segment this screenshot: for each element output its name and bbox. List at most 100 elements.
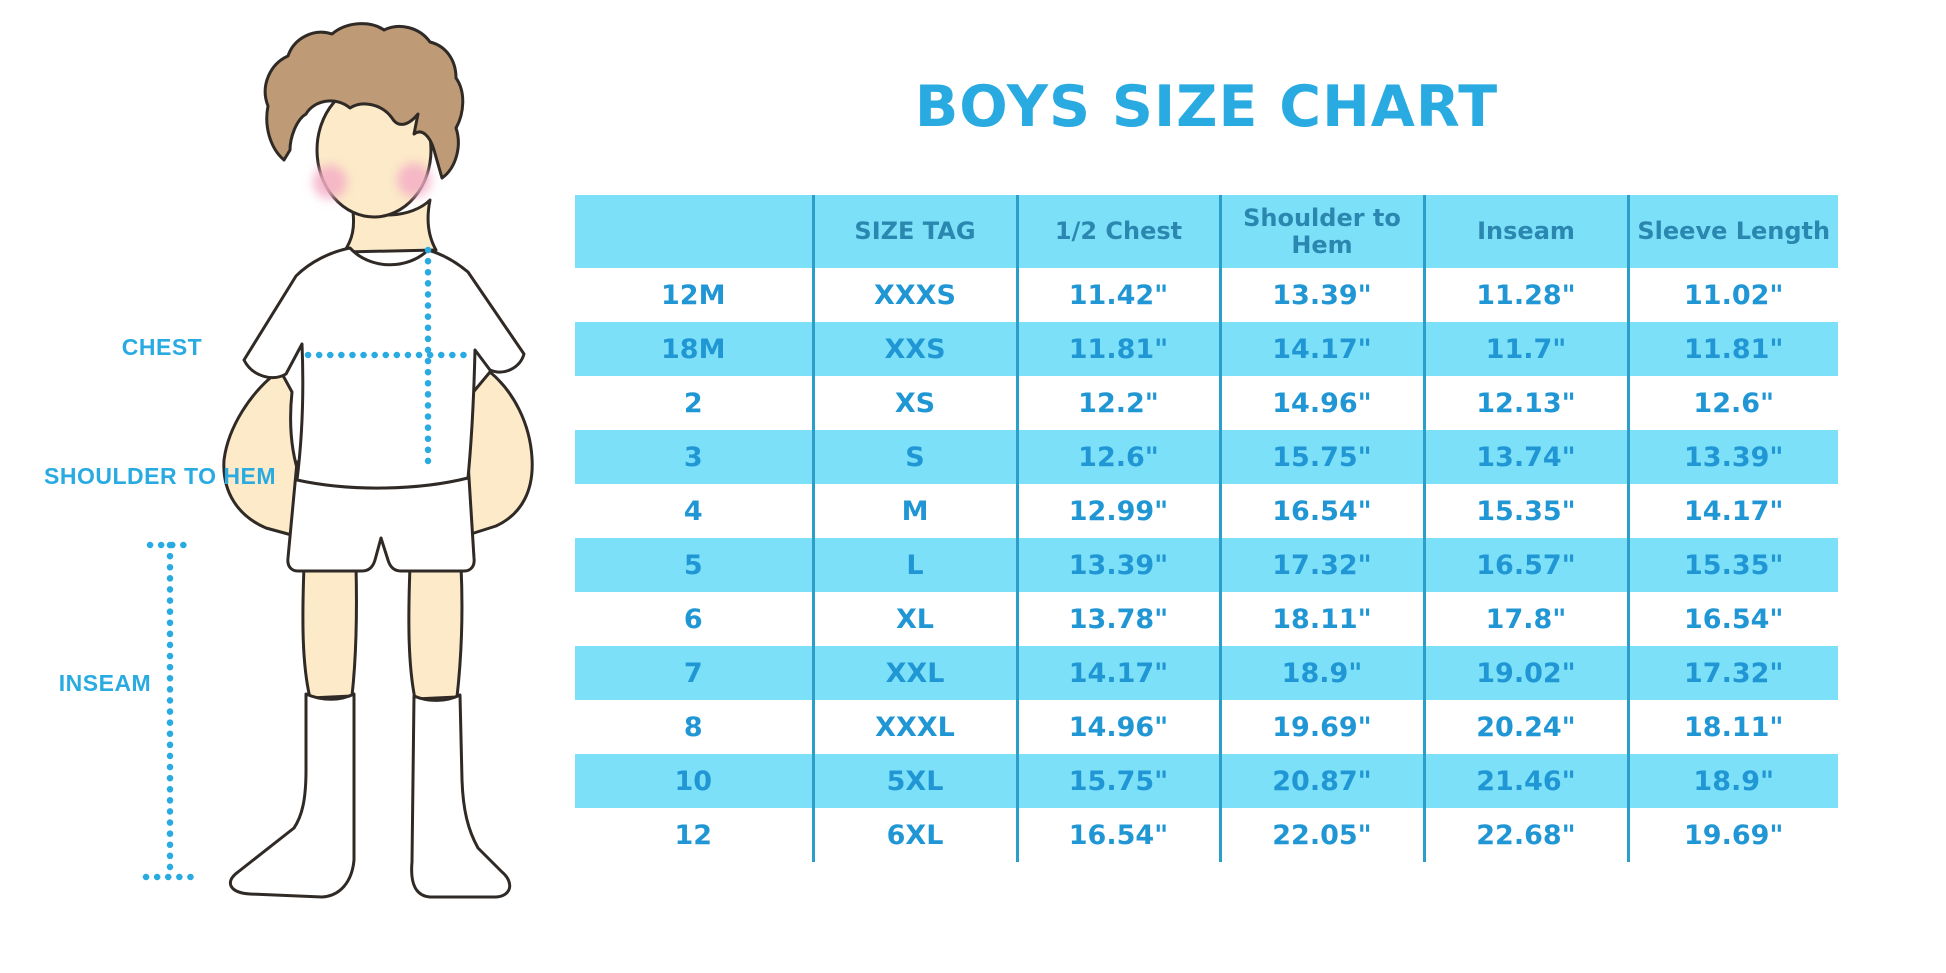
size-label-cell: 10 xyxy=(674,765,713,797)
measurement-cell: 17.32" xyxy=(1218,538,1424,592)
column-header xyxy=(575,195,813,268)
size-label-cell: 4 xyxy=(683,495,703,527)
shoulder-to-hem-label: SHOULDER TO HEM xyxy=(44,463,276,489)
measurement-cell: 11.7" xyxy=(1422,322,1628,376)
right-sock xyxy=(410,693,512,899)
measurement-cell: 20.87" xyxy=(1218,754,1424,808)
measurement-cell: 14.17" xyxy=(1626,484,1838,538)
column-header: SIZE TAG xyxy=(811,195,1017,268)
table-row: 10 5XL 15.75" 20.87" 21.46" 18.9" xyxy=(575,754,1838,808)
measurement-cell: 11.42" xyxy=(1015,268,1220,322)
measurement-cell: 14.17" xyxy=(1218,322,1424,376)
size-label-cell: 2 xyxy=(683,387,703,419)
measurement-cell: 14.96" xyxy=(1218,376,1424,430)
measurement-cell: 12.6" xyxy=(1626,376,1838,430)
measurement-cell: 12.13" xyxy=(1422,376,1628,430)
measurement-cell: XXXS xyxy=(811,268,1017,322)
measurement-cell: 18.9" xyxy=(1626,754,1838,808)
column-header: Inseam xyxy=(1422,195,1628,268)
measurement-cell: 16.54" xyxy=(1218,484,1424,538)
measurement-cell: 11.28" xyxy=(1422,268,1628,322)
t-shirt xyxy=(242,246,526,490)
measurement-cell: 19.69" xyxy=(1626,808,1838,862)
table-row: 12M XXXS 11.42" 13.39" 11.28" 11.02" xyxy=(575,268,1838,322)
column-header: Shoulder to Hem xyxy=(1218,195,1424,268)
measurement-cell: 13.78" xyxy=(1015,592,1220,646)
size-label-cell: 3 xyxy=(683,441,703,473)
size-label-cell: 12M xyxy=(661,279,726,311)
page-title: BOYS SIZE CHART xyxy=(914,74,1499,141)
measurement-cell: 22.05" xyxy=(1218,808,1424,862)
measurement-cell: XXXL xyxy=(811,700,1017,754)
column-header: 1/2 Chest xyxy=(1015,195,1220,268)
measurement-cell: 11.81" xyxy=(1015,322,1220,376)
measurement-cell: 15.35" xyxy=(1626,538,1838,592)
measurement-cell: 22.68" xyxy=(1422,808,1628,862)
size-label-cell: 7 xyxy=(683,657,703,689)
right-leg xyxy=(407,564,464,701)
left-arm xyxy=(222,368,314,542)
measurement-cell: 12.6" xyxy=(1015,430,1220,484)
measurement-cell: 6XL xyxy=(811,808,1017,862)
measurement-cell: 13.39" xyxy=(1626,430,1838,484)
measurement-cell: XL xyxy=(811,592,1017,646)
measurement-cell: 15.35" xyxy=(1422,484,1628,538)
measurement-cell: 16.54" xyxy=(1626,592,1838,646)
measurement-cell: XXS xyxy=(811,322,1017,376)
size-label-cell: 5 xyxy=(683,549,703,581)
measurement-cell: 18.11" xyxy=(1626,700,1838,754)
measurement-cell: 17.8" xyxy=(1422,592,1628,646)
measurement-cell: 18.11" xyxy=(1218,592,1424,646)
measurement-cell: 21.46" xyxy=(1422,754,1628,808)
measurement-cell: 11.81" xyxy=(1626,322,1838,376)
measurement-cell: 15.75" xyxy=(1218,430,1424,484)
size-label-cell: 6 xyxy=(683,603,703,635)
left-sock xyxy=(228,692,356,899)
inseam-label: INSEAM xyxy=(58,670,152,696)
blush-cheeks xyxy=(313,163,431,199)
table-row: 8 XXXL 14.96" 19.69" 20.24" 18.11" xyxy=(575,700,1838,754)
measurement-cell: 15.75" xyxy=(1015,754,1220,808)
table-row: 3 S 12.6" 15.75" 13.74" 13.39" xyxy=(575,430,1838,484)
table-row: 18M XXS 11.81" 14.17" 11.7" 11.81" xyxy=(575,322,1838,376)
measurement-cell: 16.57" xyxy=(1422,538,1628,592)
table-row: 6 XL 13.78" 18.11" 17.8" 16.54" xyxy=(575,592,1838,646)
measurement-cell: 12.99" xyxy=(1015,484,1220,538)
measurement-cell: 19.02" xyxy=(1422,646,1628,700)
measurement-cell: 20.24" xyxy=(1422,700,1628,754)
table-header-row: SIZE TAG 1/2 Chest Shoulder to Hem Inseam Sl… xyxy=(575,195,1838,268)
size-label-cell: 12 xyxy=(674,819,713,851)
size-label-cell: 8 xyxy=(683,711,703,743)
measurement-cell: 13.39" xyxy=(1015,538,1220,592)
left-leg xyxy=(301,564,359,700)
measurement-cell: 14.17" xyxy=(1015,646,1220,700)
size-label-cell: 18M xyxy=(661,333,726,365)
table-row: 5 L 13.39" 17.32" 16.57" 15.35" xyxy=(575,538,1838,592)
chest-label: CHEST xyxy=(121,334,203,360)
measurement-cell: 13.39" xyxy=(1218,268,1424,322)
measurement-cell: 11.02" xyxy=(1626,268,1838,322)
table-row: 12 6XL 16.54" 22.05" 22.68" 19.69" xyxy=(575,808,1838,862)
measurement-cell: L xyxy=(811,538,1017,592)
measurement-lines xyxy=(142,246,472,881)
table-row: 7 XXL 14.17" 18.9" 19.02" 17.32" xyxy=(575,646,1838,700)
measurement-cell: 18.9" xyxy=(1218,646,1424,700)
size-table-body: 12M XXXS 11.42" 13.39" 11.28" 11.02" 18M XXS 11.… xyxy=(575,268,1838,862)
measurement-cell: 13.74" xyxy=(1422,430,1628,484)
hair xyxy=(263,22,465,180)
measurement-cell: 12.2" xyxy=(1015,376,1220,430)
boy-figure xyxy=(222,22,534,899)
measurement-cell: 16.54" xyxy=(1015,808,1220,862)
measurement-cell: 17.32" xyxy=(1626,646,1838,700)
measurement-cell: XXL xyxy=(811,646,1017,700)
shorts xyxy=(286,460,476,573)
size-table: SIZE TAG 1/2 Chest Shoulder to Hem Inseam Sl… xyxy=(575,195,1838,862)
table-row: 2 XS 12.2" 14.96" 12.13" 12.6" xyxy=(575,376,1838,430)
measurement-cell: 14.96" xyxy=(1015,700,1220,754)
measurement-cell: 5XL xyxy=(811,754,1017,808)
measurement-cell: M xyxy=(811,484,1017,538)
measurement-cell: 19.69" xyxy=(1218,700,1424,754)
measurement-cell: S xyxy=(811,430,1017,484)
measurement-cell: XS xyxy=(811,376,1017,430)
